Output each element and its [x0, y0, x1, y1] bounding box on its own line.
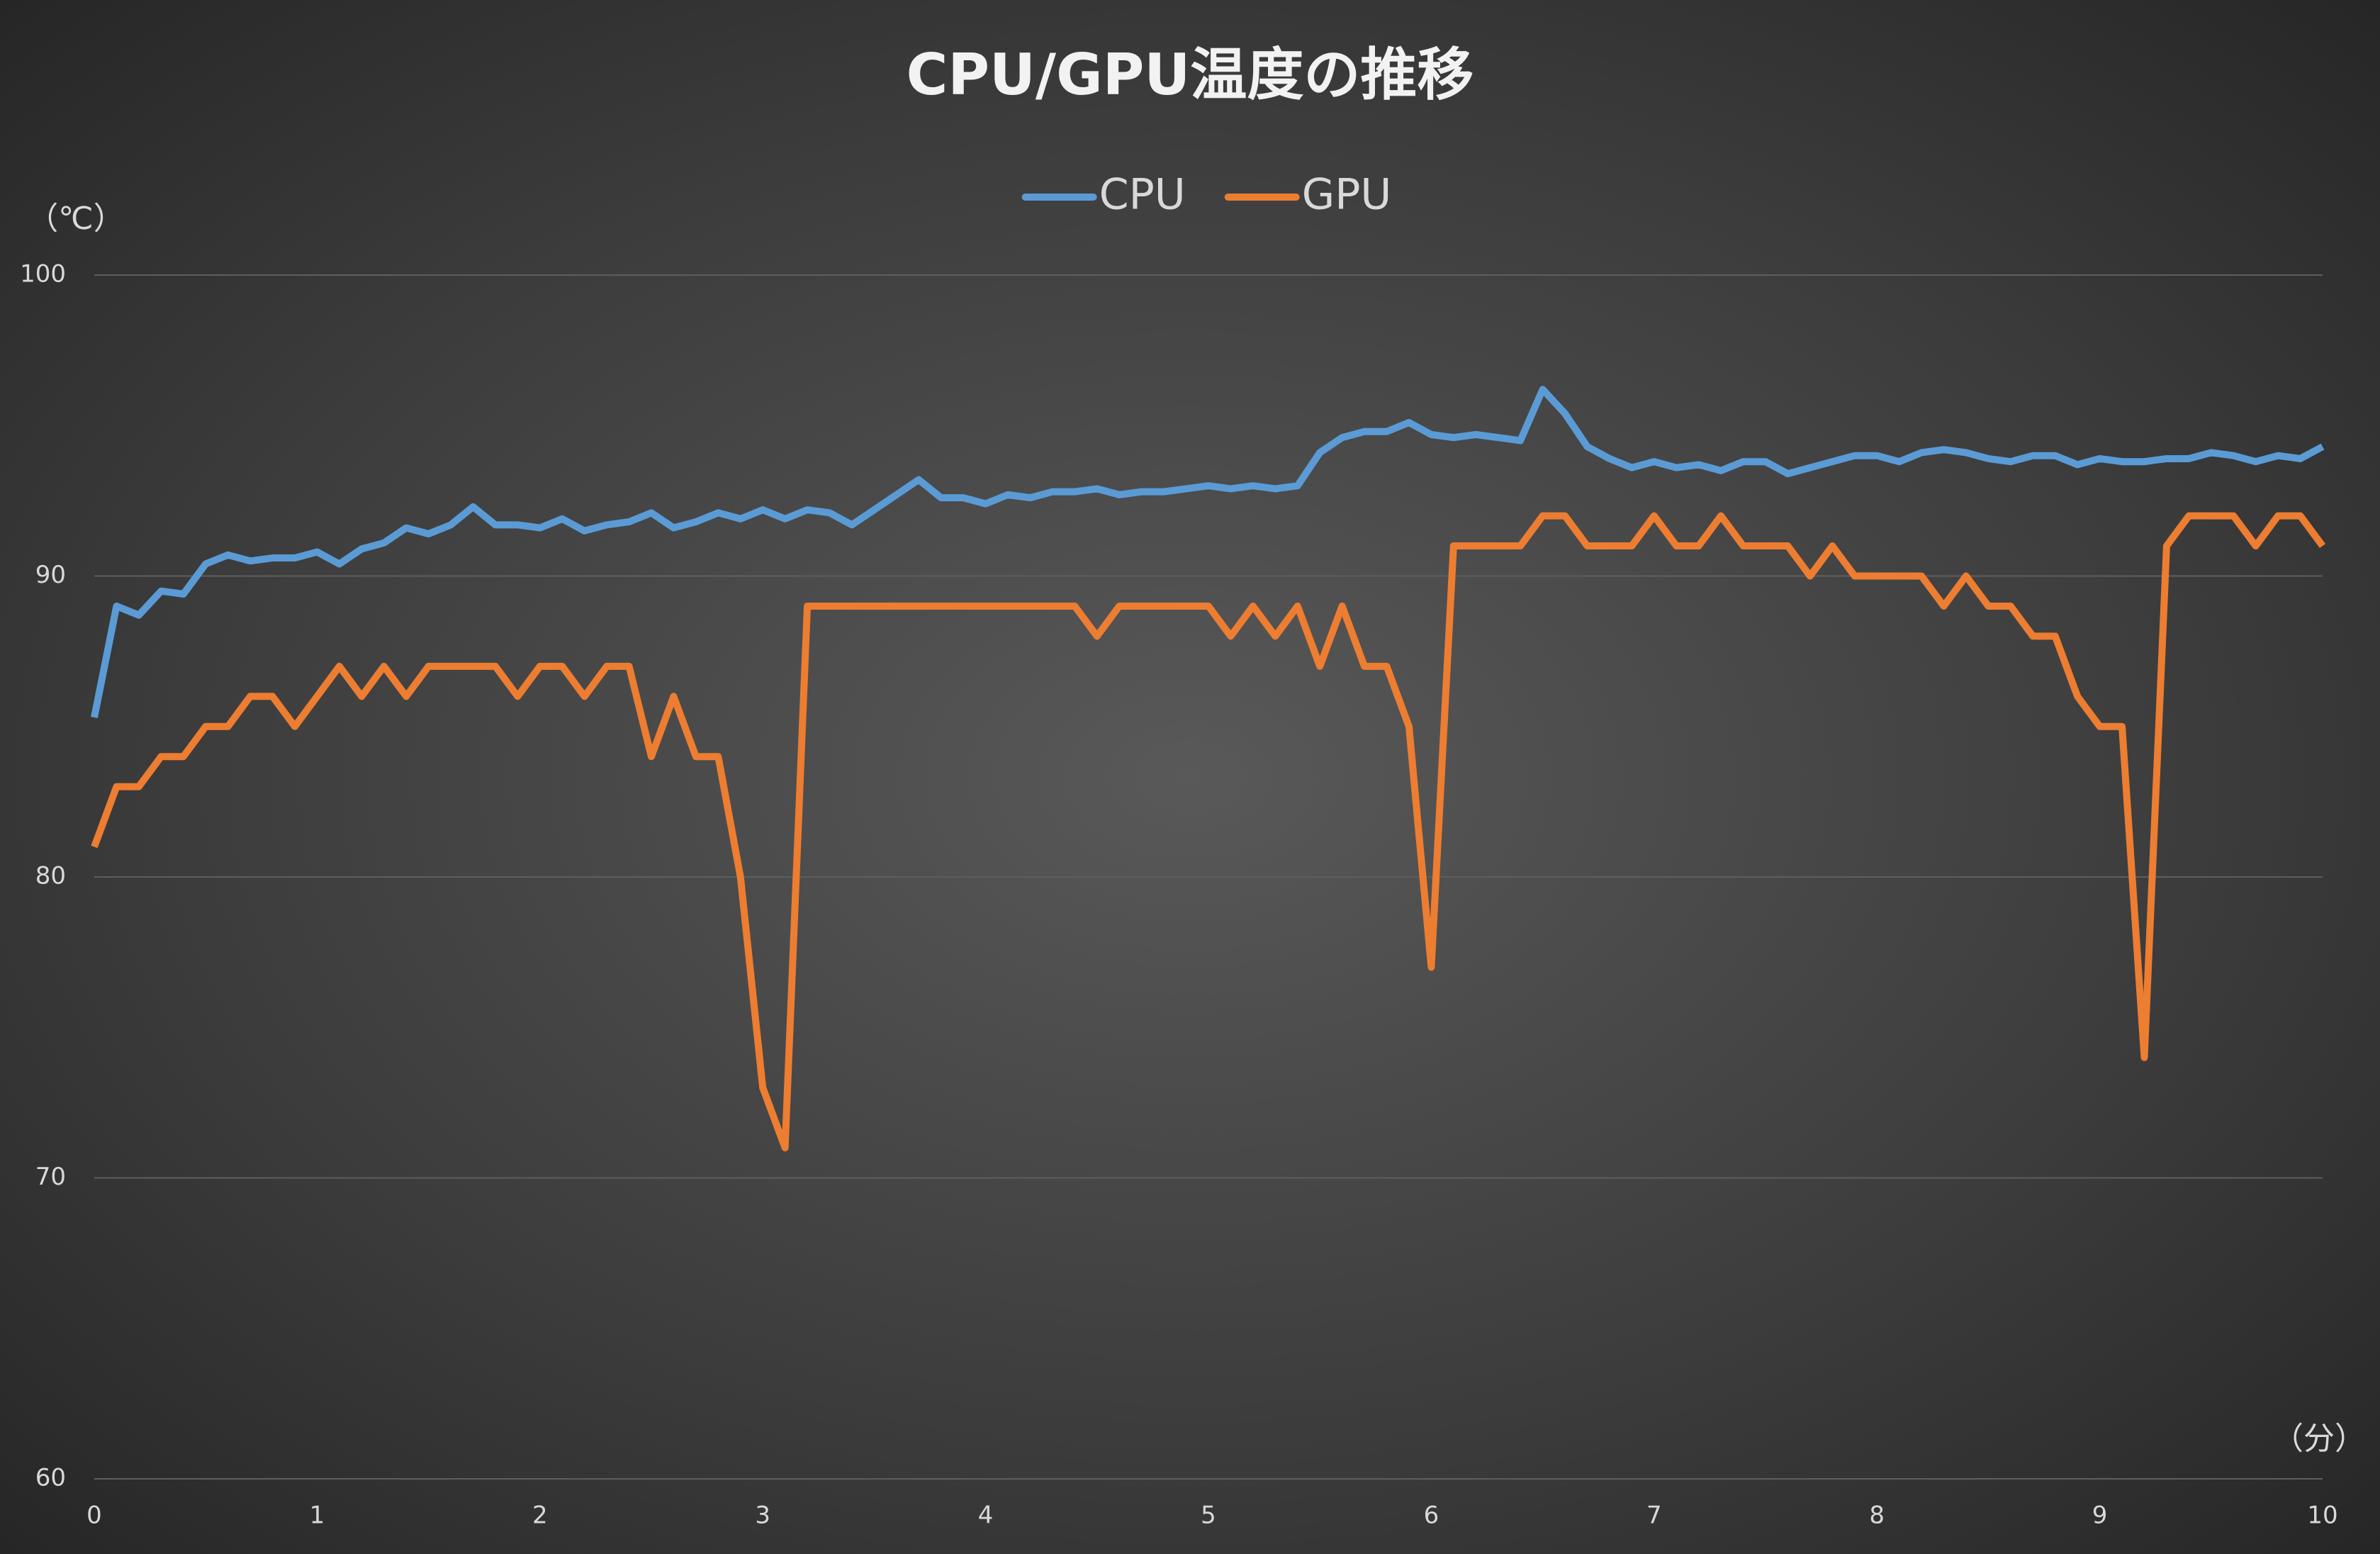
x-tick-label: 4 [978, 1502, 994, 1530]
x-tick-label: 5 [1201, 1502, 1216, 1530]
x-tick-label: 1 [310, 1502, 325, 1530]
y-tick-label: 100 [20, 260, 66, 289]
legend-label: CPU [1099, 170, 1186, 220]
x-axis-unit: （分） [2272, 1421, 2366, 1457]
x-tick-label: 6 [1424, 1502, 1439, 1530]
line-series [91, 512, 2326, 1152]
y-tick-label: 70 [35, 1163, 66, 1191]
x-tick-label: 8 [1869, 1502, 1885, 1530]
chart-title: CPU/GPU温度の推移 [906, 42, 1474, 108]
x-tick-label: 7 [1646, 1502, 1662, 1530]
legend-label: GPU [1302, 170, 1392, 220]
y-tick-label: 90 [35, 561, 66, 589]
x-tick-label: 2 [532, 1502, 548, 1530]
x-tick-label: 10 [2307, 1502, 2337, 1530]
line-series [91, 386, 2325, 719]
x-tick-label: 3 [755, 1502, 770, 1530]
x-tick-label: 9 [2092, 1502, 2108, 1530]
y-tick-label: 60 [35, 1464, 66, 1492]
y-axis-unit: （℃） [27, 201, 124, 237]
y-tick-label: 80 [35, 862, 66, 890]
x-tick-label: 0 [86, 1502, 102, 1530]
